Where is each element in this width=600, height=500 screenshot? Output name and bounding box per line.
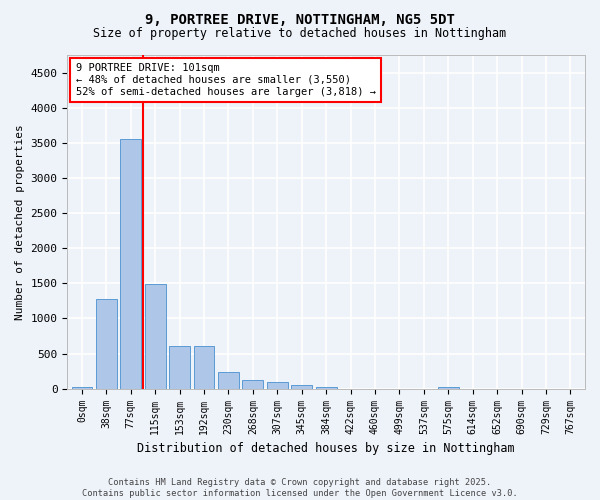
Bar (121, 138, 141, 388)
Y-axis label: Number of detached properties: Number of detached properties (15, 124, 25, 320)
Bar (292, 385, 312, 388)
Bar (169, 346, 190, 389)
Bar (438, 386, 458, 388)
Bar (267, 382, 287, 388)
Text: Size of property relative to detached houses in Nottingham: Size of property relative to detached ho… (94, 28, 506, 40)
Text: 9, PORTREE DRIVE, NOTTINGHAM, NG5 5DT: 9, PORTREE DRIVE, NOTTINGHAM, NG5 5DT (145, 12, 455, 26)
Text: 9 PORTREE DRIVE: 101sqm
← 48% of detached houses are smaller (3,550)
52% of semi: 9 PORTREE DRIVE: 101sqm ← 48% of detache… (76, 64, 376, 96)
Bar (145, 284, 166, 389)
Bar (316, 386, 337, 388)
Bar (218, 372, 239, 388)
Text: Contains HM Land Registry data © Crown copyright and database right 2025.
Contai: Contains HM Land Registry data © Crown c… (82, 478, 518, 498)
X-axis label: Distribution of detached houses by size in Nottingham: Distribution of detached houses by size … (137, 442, 515, 455)
Bar (194, 346, 214, 389)
Bar (96, 300, 117, 388)
Bar (242, 380, 263, 388)
Bar (71, 386, 92, 388)
